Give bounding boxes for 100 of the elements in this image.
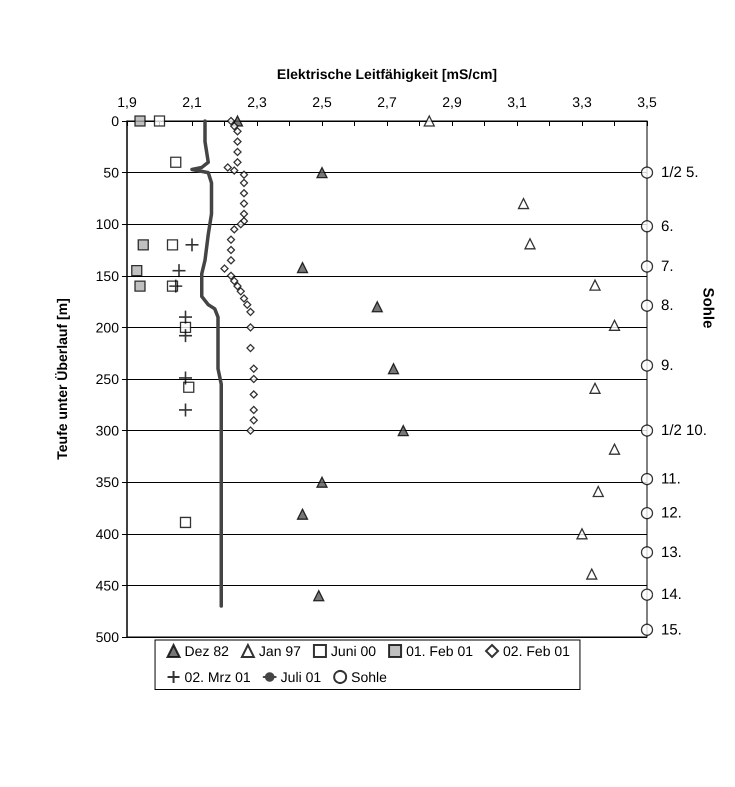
point — [246, 323, 255, 332]
point — [226, 272, 236, 280]
point — [316, 166, 328, 178]
text: 14. — [661, 586, 682, 604]
x-tick-label: 3,5 — [637, 94, 657, 110]
point — [296, 508, 308, 520]
point — [640, 260, 654, 273]
text: 15. — [661, 621, 682, 638]
text: 6. — [661, 218, 674, 235]
point — [640, 624, 654, 636]
point — [236, 220, 245, 228]
y-tick-label: 200 — [96, 319, 120, 336]
point — [172, 263, 186, 278]
x-tick-label: 3,3 — [572, 94, 592, 110]
point — [166, 239, 178, 250]
point — [640, 424, 654, 437]
point — [233, 137, 242, 146]
point — [640, 220, 654, 232]
text: 9. — [661, 357, 674, 374]
legend-label: Dez 82 — [184, 643, 230, 659]
point — [246, 426, 255, 435]
x-tick-label: 2,5 — [312, 94, 332, 110]
y2-axis-title: Sohle — [700, 288, 716, 328]
point — [138, 239, 149, 250]
y-tick-label: 50 — [103, 164, 120, 181]
point — [170, 156, 182, 168]
point — [226, 246, 236, 254]
point — [184, 238, 200, 252]
y-tick-label: 450 — [96, 577, 120, 594]
point — [178, 310, 193, 324]
point — [230, 276, 238, 286]
point — [640, 588, 654, 601]
x-tick-label: 3,1 — [507, 94, 527, 110]
y-tick-label: 100 — [96, 216, 120, 232]
point — [154, 115, 166, 127]
text: 8. — [661, 297, 674, 314]
point — [240, 189, 248, 198]
point — [224, 163, 232, 172]
x-tick-label: 2,1 — [182, 94, 202, 110]
point — [589, 382, 601, 394]
y-tick-label: 500 — [96, 629, 120, 645]
point — [250, 406, 258, 414]
point — [240, 210, 248, 218]
point — [372, 301, 383, 312]
point — [524, 238, 536, 250]
point — [240, 170, 248, 179]
point — [589, 279, 601, 291]
text: 1/2 10. — [661, 422, 707, 440]
point — [640, 359, 654, 372]
point — [250, 374, 258, 384]
point — [640, 507, 654, 520]
point — [230, 166, 238, 175]
point — [226, 236, 236, 244]
y-axis-title: Teufe unter Überlauf [m] — [54, 298, 70, 460]
legend-label: Jan 97 — [258, 643, 302, 659]
y-tick-label: 0 — [111, 113, 120, 129]
text: 1/2 5. — [661, 164, 699, 182]
point — [608, 320, 620, 331]
point — [233, 158, 242, 166]
point — [240, 178, 248, 188]
point — [640, 472, 654, 486]
point — [576, 528, 588, 540]
legend-label: 02. Mrz 01 — [184, 669, 251, 685]
point — [233, 127, 242, 136]
point — [233, 148, 242, 156]
legend-label: 02. Feb 01 — [503, 643, 570, 659]
point — [424, 115, 435, 127]
point — [246, 344, 255, 352]
y-tick-label: 350 — [96, 474, 120, 490]
point — [388, 363, 400, 374]
point — [226, 116, 236, 126]
text: 7. — [661, 258, 674, 276]
point — [220, 264, 229, 273]
point — [230, 122, 238, 130]
point — [250, 364, 258, 373]
point — [398, 424, 409, 436]
point — [236, 287, 245, 296]
line-series — [190, 119, 223, 608]
point — [168, 278, 184, 294]
y-tick-label: 250 — [96, 371, 120, 387]
point — [250, 416, 258, 424]
x-tick-label: 2,9 — [442, 94, 462, 110]
point — [243, 300, 252, 309]
point — [230, 225, 238, 234]
legend-label: Sohle — [351, 669, 388, 685]
point — [640, 300, 654, 312]
point — [183, 382, 194, 393]
point — [296, 262, 308, 274]
legend-label: Juli 01 — [280, 669, 322, 685]
legend-label: 01. Feb 01 — [406, 643, 474, 659]
point — [640, 166, 654, 179]
point — [518, 198, 530, 210]
y-tick-label: 400 — [96, 526, 120, 542]
point — [250, 390, 258, 399]
y-tick-label: 150 — [96, 268, 120, 284]
point — [592, 486, 604, 498]
point — [134, 115, 146, 127]
text: 13. — [661, 544, 682, 561]
point — [180, 516, 192, 528]
x-tick-label: 1,9 — [117, 94, 137, 110]
